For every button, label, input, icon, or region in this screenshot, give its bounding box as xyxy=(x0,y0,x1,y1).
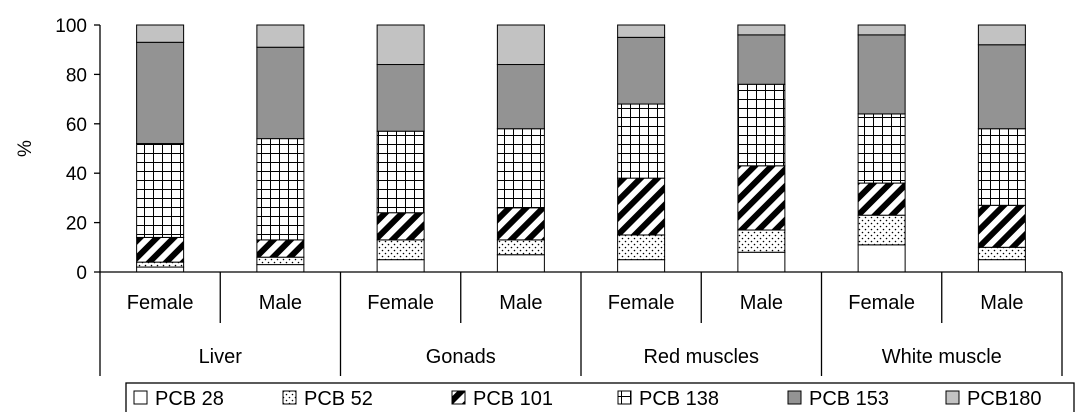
legend-label: PCB 52 xyxy=(304,388,373,410)
x-group-label: Liver xyxy=(199,346,243,368)
legend-item: PCB 101 xyxy=(451,388,553,410)
bar-segment-pcb180 xyxy=(136,24,185,43)
bar-stack xyxy=(136,24,185,273)
bar-segment-pcb-101 xyxy=(496,207,545,241)
bar-segment-pcb180 xyxy=(496,24,545,66)
bar-segment-pcb-28 xyxy=(977,259,1026,273)
legend-item: PCB 138 xyxy=(617,388,719,410)
y-tick-label: 60 xyxy=(66,115,87,136)
legend: PCB 28 PCB 52 PCB 101 PCB 138 PCB 153 PCB180 xyxy=(125,382,1075,412)
legend-label: PCB 153 xyxy=(809,388,889,410)
bar-segment-pcb-28 xyxy=(376,259,425,273)
legend-label: PCB 138 xyxy=(639,388,719,410)
x-category-label: Male xyxy=(980,292,1023,314)
bar-stack xyxy=(617,24,666,273)
bar-segment-pcb-153 xyxy=(376,64,425,132)
bar-segment-pcb-138 xyxy=(496,128,545,209)
legend-box xyxy=(125,382,1075,412)
bar-segment-pcb180 xyxy=(376,24,425,66)
x-category-label: Male xyxy=(259,292,302,314)
bar-segment-pcb-28 xyxy=(136,266,185,273)
legend-item: PCB 28 xyxy=(133,388,224,410)
bar-segment-pcb180 xyxy=(857,24,906,36)
bar-segment-pcb-153 xyxy=(737,34,786,85)
bar-segment-pcb-52 xyxy=(376,239,425,261)
bar-stack xyxy=(256,24,305,273)
y-tick-label: 80 xyxy=(66,65,87,86)
x-group-label: White muscle xyxy=(882,346,1002,368)
bar-segment-pcb180 xyxy=(737,24,786,36)
bar-stacks xyxy=(136,24,1026,273)
y-tick-label: 20 xyxy=(66,214,87,235)
bar-segment-pcb-52 xyxy=(256,256,305,266)
bar-segment-pcb-138 xyxy=(617,103,666,179)
bar-segment-pcb-52 xyxy=(136,261,185,268)
bar-segment-pcb-153 xyxy=(256,46,305,140)
bar-stack xyxy=(376,24,425,273)
x-category-label: Female xyxy=(127,292,194,314)
bar-segment-pcb-138 xyxy=(737,83,786,167)
bar-segment-pcb-52 xyxy=(737,229,786,253)
bar-segment-pcb-101 xyxy=(737,165,786,231)
x-group-label: Red muscles xyxy=(643,346,759,368)
bar-stack xyxy=(857,24,906,273)
bar-segment-pcb-153 xyxy=(857,34,906,115)
legend-swatch xyxy=(945,390,960,405)
bar-segment-pcb-52 xyxy=(857,214,906,246)
y-tick-label: 100 xyxy=(55,16,87,37)
x-category-label: Male xyxy=(499,292,542,314)
legend-item: PCB 153 xyxy=(787,388,889,410)
bar-segment-pcb-153 xyxy=(977,44,1026,130)
y-tick-label: 40 xyxy=(66,164,87,185)
legend-label: PCB 28 xyxy=(155,388,224,410)
bar-segment-pcb-52 xyxy=(617,234,666,261)
bar-segment-pcb-153 xyxy=(496,64,545,130)
legend-swatch xyxy=(787,390,802,405)
legend-swatch xyxy=(282,390,297,405)
legend-swatch xyxy=(617,390,632,405)
bar-segment-pcb-28 xyxy=(617,259,666,273)
bar-segment-pcb-138 xyxy=(977,128,1026,206)
bar-segment-pcb-138 xyxy=(136,143,185,238)
bar-segment-pcb-153 xyxy=(617,36,666,105)
bar-segment-pcb180 xyxy=(977,24,1026,46)
bar-segment-pcb-52 xyxy=(977,246,1026,261)
bar-segment-pcb-153 xyxy=(136,41,185,145)
legend-label: PCB 101 xyxy=(473,388,553,410)
bar-segment-pcb-28 xyxy=(737,251,786,273)
bar-segment-pcb-28 xyxy=(496,254,545,273)
bar-stack xyxy=(737,24,786,273)
y-axis-label: % xyxy=(15,140,36,157)
x-axis: Female Male Female Male Female Male Female Male… xyxy=(99,271,1063,376)
bar-stack xyxy=(977,24,1026,273)
x-group-label: Gonads xyxy=(426,346,496,368)
bar-segment-pcb-138 xyxy=(376,130,425,214)
x-category-label: Male xyxy=(740,292,783,314)
bar-segment-pcb-101 xyxy=(136,236,185,263)
x-category-label: Female xyxy=(848,292,915,314)
bar-segment-pcb-28 xyxy=(256,264,305,273)
legend-item: PCB 52 xyxy=(282,388,373,410)
x-category-label: Female xyxy=(367,292,434,314)
bar-segment-pcb-101 xyxy=(256,239,305,258)
legend-swatch xyxy=(133,390,148,405)
bar-segment-pcb-138 xyxy=(857,113,906,184)
bar-stack xyxy=(496,24,545,273)
y-tick-label: 0 xyxy=(76,263,87,284)
bar-segment-pcb-101 xyxy=(376,212,425,241)
bar-segment-pcb-101 xyxy=(617,177,666,236)
x-category-label: Female xyxy=(608,292,675,314)
bar-segment-pcb-138 xyxy=(256,138,305,241)
bar-segment-pcb-52 xyxy=(496,239,545,256)
bar-segment-pcb-28 xyxy=(857,244,906,273)
bar-segment-pcb-101 xyxy=(857,182,906,216)
bar-segment-pcb180 xyxy=(617,24,666,38)
legend-swatch xyxy=(451,390,466,405)
bar-segment-pcb-101 xyxy=(977,204,1026,248)
y-axis: 0 20 40 60 80 100% xyxy=(15,16,101,284)
legend-item: PCB180 xyxy=(945,388,1042,410)
legend-label: PCB180 xyxy=(967,388,1042,410)
bar-segment-pcb180 xyxy=(256,24,305,48)
